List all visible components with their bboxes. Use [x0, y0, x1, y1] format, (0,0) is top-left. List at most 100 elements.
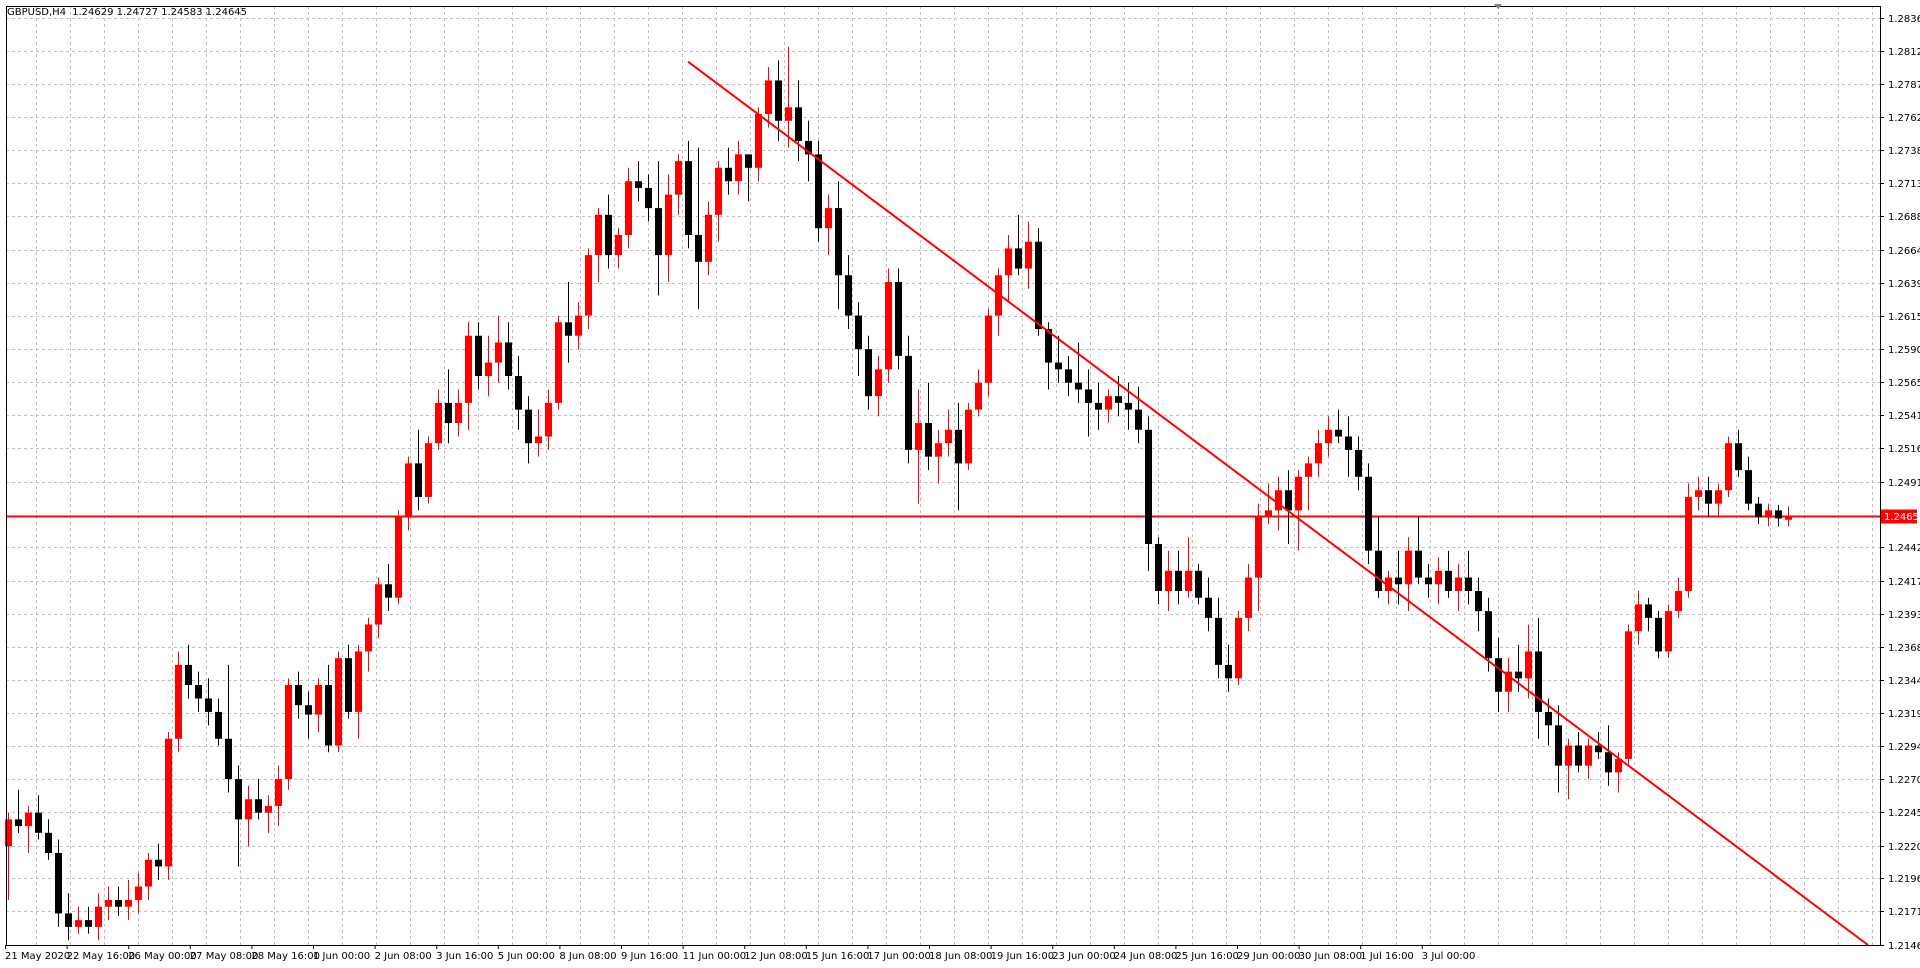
candle-body — [765, 80, 772, 115]
bear-candle — [925, 382, 932, 471]
candle-body — [1025, 241, 1032, 269]
bear-candle — [1205, 577, 1212, 632]
bear-candle — [325, 664, 332, 753]
bull-candle — [315, 678, 322, 733]
bull-candle — [75, 906, 82, 934]
bull-candle — [965, 402, 972, 471]
candle-body — [1435, 570, 1442, 585]
y-tick-label: 1.23190 — [1888, 709, 1920, 720]
y-tick-label: 1.25410 — [1888, 411, 1920, 422]
candle-body — [465, 335, 472, 403]
y-tick-label: 1.23440 — [1888, 676, 1920, 687]
candle-body — [145, 859, 152, 887]
candle-body — [505, 342, 512, 377]
trendline-layer — [687, 60, 1869, 946]
candle-body — [55, 852, 62, 914]
bull-candle — [575, 302, 582, 350]
bear-candle — [1465, 550, 1472, 605]
y-tick-label: 1.26395 — [1888, 279, 1920, 290]
candle-body — [1495, 658, 1502, 692]
candle-body — [1485, 611, 1492, 659]
bull-candle — [585, 248, 592, 330]
candle-body — [635, 181, 642, 188]
bull-candle — [275, 765, 282, 827]
candle-body — [1325, 429, 1332, 444]
candle-body — [475, 335, 482, 377]
candle-body — [1355, 449, 1362, 477]
bull-candle — [765, 67, 772, 128]
candle-body — [625, 181, 632, 235]
candle-body — [1215, 617, 1222, 665]
candle-body — [1605, 752, 1612, 773]
candle-body — [1545, 711, 1552, 726]
bear-candle — [645, 174, 652, 222]
candle-body — [1525, 651, 1532, 679]
x-tick-label: 3 Jul 00:00 — [1422, 951, 1476, 962]
bull-candle — [355, 644, 362, 739]
bear-candle — [65, 893, 72, 941]
bull-candle — [1665, 604, 1672, 659]
bull-candle — [365, 617, 372, 672]
candle-body — [545, 402, 552, 437]
candle-body — [605, 214, 612, 256]
y-tick-label: 1.28365 — [1888, 14, 1920, 25]
candle-body — [1565, 745, 1572, 766]
bull-candle — [1765, 503, 1772, 527]
candle-body — [1125, 402, 1132, 410]
candle-body — [1155, 543, 1162, 591]
bear-candle — [1415, 517, 1422, 585]
bull-candle — [885, 268, 892, 383]
candle-body — [415, 463, 422, 497]
bull-candle — [535, 409, 542, 457]
bull-candle — [1315, 429, 1322, 477]
bear-candle — [895, 268, 902, 370]
bear-candle — [1335, 409, 1342, 444]
y-tick-label: 1.21960 — [1888, 874, 1920, 885]
y-tick-label: 1.24175 — [1888, 577, 1920, 588]
candles-layer — [5, 46, 1792, 941]
y-tick-label: 1.23685 — [1888, 643, 1920, 654]
bear-candle — [1735, 429, 1742, 477]
candle-body — [705, 214, 712, 262]
candle-body — [1715, 490, 1722, 504]
bull-candle — [1725, 436, 1732, 497]
bull-candle — [375, 577, 382, 639]
price-badge-bg — [1881, 509, 1917, 524]
candle-body — [25, 812, 32, 827]
bull-candle — [625, 167, 632, 249]
bull-candle — [1235, 611, 1242, 686]
candle-body — [495, 342, 502, 363]
bull-candle — [545, 389, 552, 450]
y-tick-label: 1.27135 — [1888, 179, 1920, 190]
bear-candle — [295, 671, 302, 719]
bull-candle — [395, 510, 402, 605]
bear-candle — [1195, 564, 1202, 605]
candle-body — [1425, 577, 1432, 585]
candle-body — [1035, 241, 1042, 330]
bull-candle — [1675, 577, 1682, 618]
candle-body — [75, 920, 82, 927]
x-tick-label: 24 Jun 08:00 — [1114, 951, 1178, 962]
trendline[interactable] — [687, 60, 1869, 946]
bull-candle — [265, 795, 272, 833]
bear-candle — [1495, 638, 1502, 712]
candle-body — [615, 234, 622, 256]
candle-body — [1045, 329, 1052, 363]
candle-body — [1595, 745, 1602, 753]
bull-candle — [1255, 503, 1262, 612]
candle-body — [555, 322, 562, 403]
chart-shift-marker[interactable] — [1494, 4, 1502, 9]
bear-candle — [35, 795, 42, 840]
candle-body — [1095, 402, 1102, 410]
bear-candle — [565, 281, 572, 363]
candle-body — [1335, 429, 1342, 437]
bull-candle — [1165, 550, 1172, 612]
chart-header: GBPUSD,H4 1.24629 1.24727 1.24583 1.2464… — [7, 7, 247, 18]
bear-candle — [1145, 416, 1152, 571]
candle-body — [355, 651, 362, 712]
candle-body — [1395, 577, 1402, 585]
bear-candle — [1215, 597, 1222, 679]
bull-candle — [245, 785, 252, 847]
x-tick-label: 28 May 16:00 — [251, 951, 320, 962]
candle-body — [425, 443, 432, 497]
